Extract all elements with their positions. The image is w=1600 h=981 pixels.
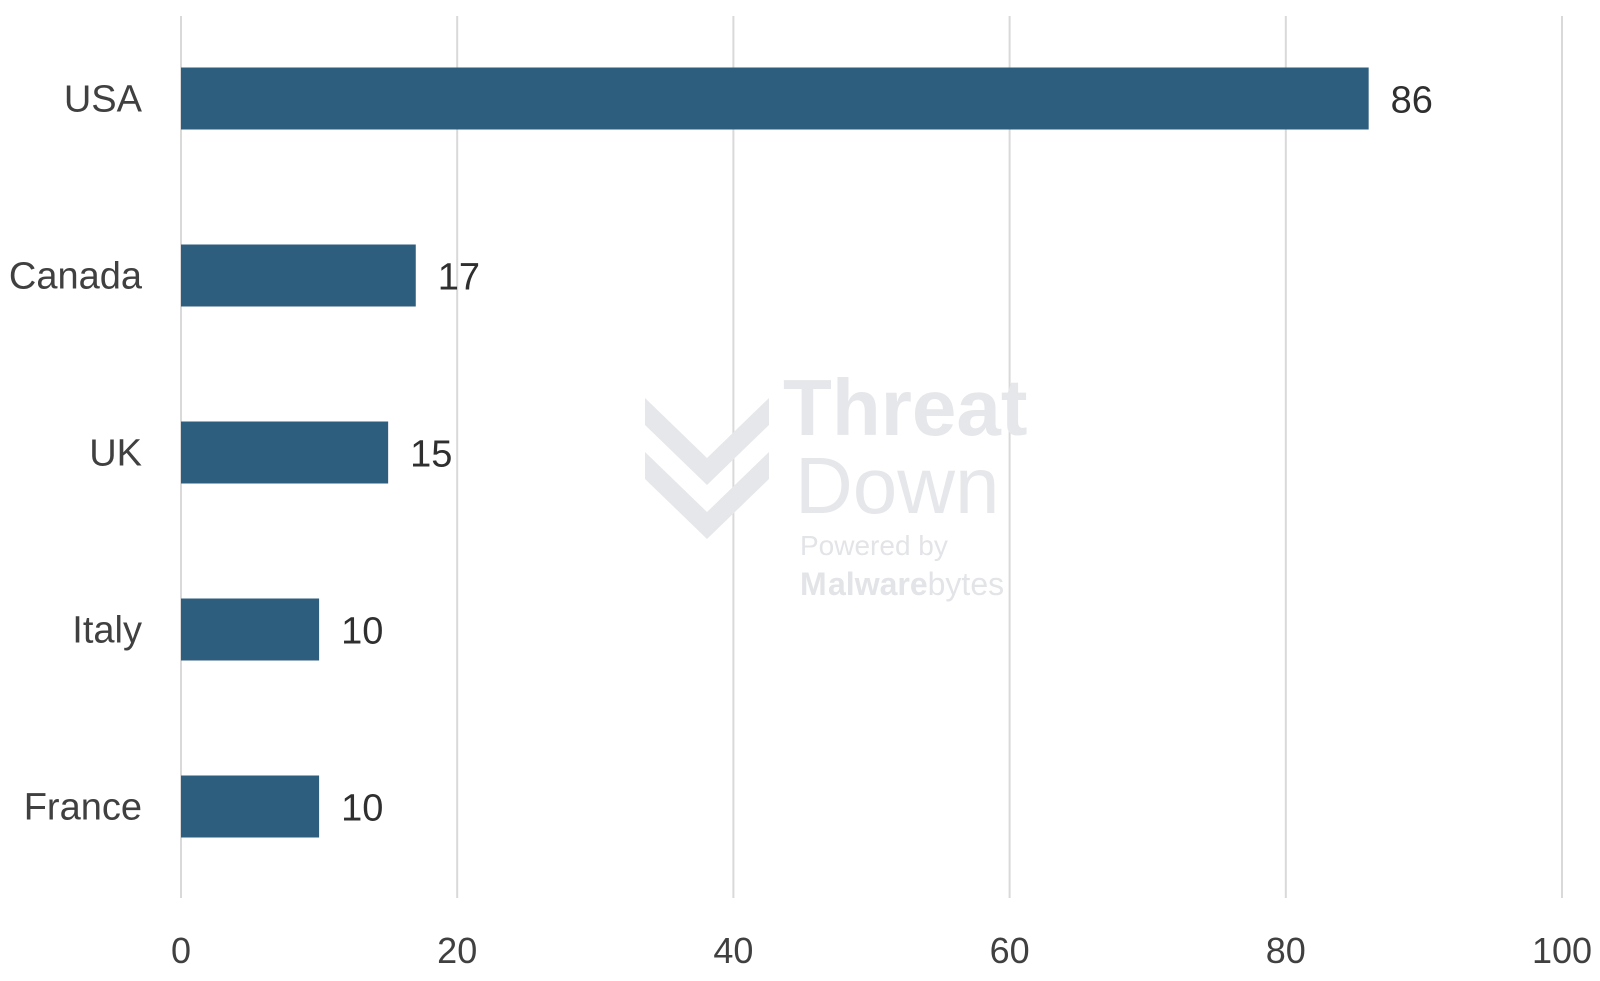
x-tick-label: 80 xyxy=(1266,930,1306,971)
bar-usa xyxy=(181,67,1369,130)
x-tick-label: 100 xyxy=(1532,930,1592,971)
x-tick-label: 60 xyxy=(990,930,1030,971)
bar-italy xyxy=(181,598,320,661)
category-labels: USA Canada UK Italy France xyxy=(9,79,143,829)
watermark: Threat Down Powered by M alwarebytes xyxy=(645,363,1028,602)
malwarebytes-bold-part: alware xyxy=(828,566,928,602)
data-label-italy: 10 xyxy=(341,611,383,653)
malwarebytes-logo: M alwarebytes xyxy=(800,566,1004,602)
category-label-canada: Canada xyxy=(9,256,143,298)
category-label-france: France xyxy=(24,787,142,829)
bar-canada xyxy=(181,244,416,307)
category-label-uk: UK xyxy=(89,433,142,475)
bars xyxy=(181,67,1369,838)
category-label-italy: Italy xyxy=(72,610,142,652)
category-label-usa: USA xyxy=(64,79,143,121)
watermark-line2: Down xyxy=(795,441,1000,530)
watermark-line1: Threat xyxy=(783,363,1028,452)
malwarebytes-light-part: bytes xyxy=(928,566,1004,602)
x-tick-label: 20 xyxy=(437,930,477,971)
data-label-uk: 15 xyxy=(410,434,452,476)
watermark-powered-by: Powered by xyxy=(800,530,948,561)
x-axis-ticks: 0 20 40 60 80 100 xyxy=(171,930,1592,971)
bar-uk xyxy=(181,421,389,484)
threatdown-logo-icon xyxy=(645,398,769,539)
bar-france xyxy=(181,775,320,838)
malwarebytes-wordmark: alwarebytes xyxy=(828,566,1004,602)
data-label-france: 10 xyxy=(341,788,383,830)
data-label-canada: 17 xyxy=(438,257,480,299)
malwarebytes-m-icon: M xyxy=(800,566,827,602)
data-label-usa: 86 xyxy=(1391,80,1433,122)
x-tick-label: 40 xyxy=(713,930,753,971)
x-tick-label: 0 xyxy=(171,930,191,971)
data-labels: 86 17 15 10 10 xyxy=(341,80,1433,830)
